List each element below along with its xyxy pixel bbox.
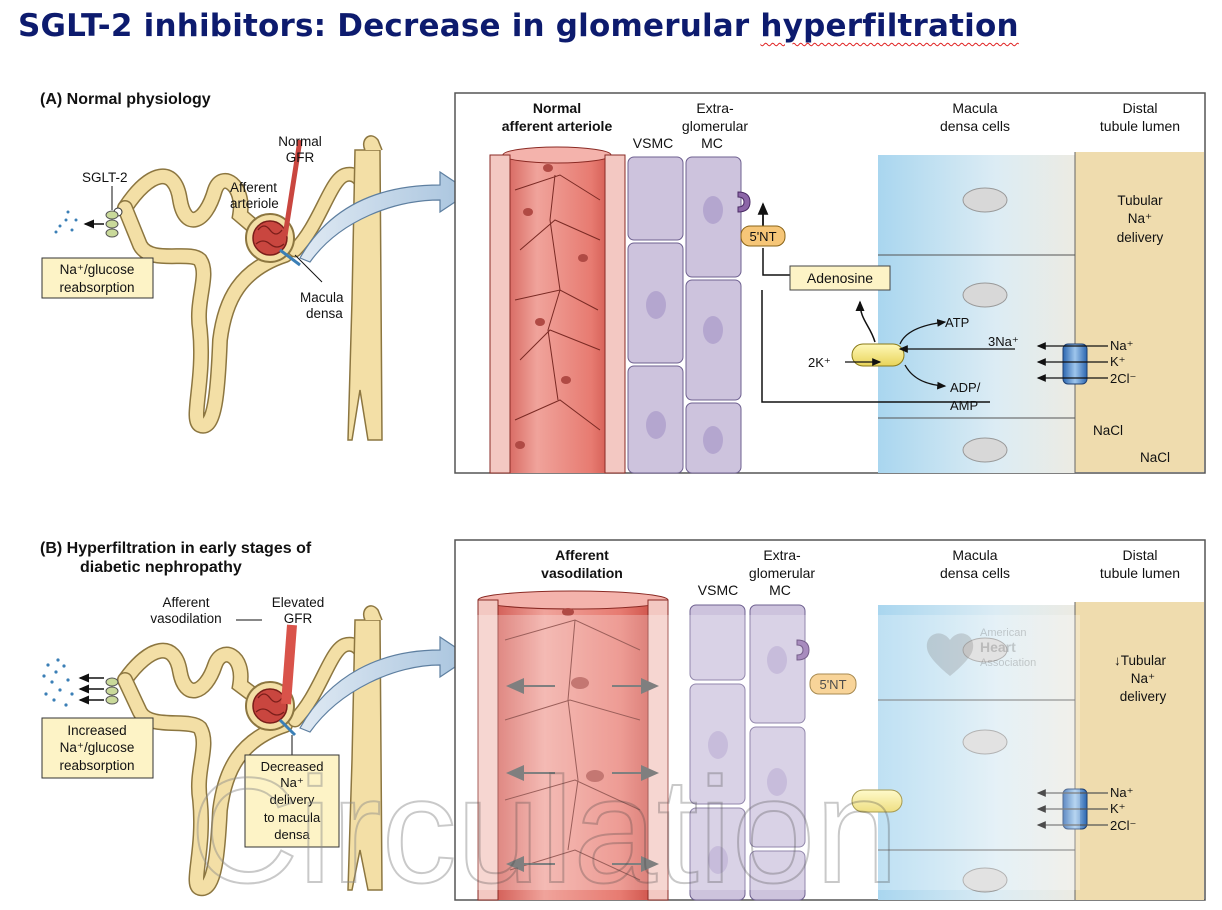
- label-reabsorption-a: Na⁺/glucose: [60, 262, 135, 277]
- header-b-mc: MC: [769, 582, 791, 598]
- label-na-a: Na⁺: [1110, 338, 1133, 353]
- label-adp: ADP/: [950, 380, 981, 395]
- callout-reabsorption-b: [41, 717, 154, 779]
- label-afferent-vasodilation-2: vasodilation: [150, 611, 221, 626]
- title-underlined-word: hyperfiltration: [760, 8, 1019, 44]
- label-decreased-na-3: delivery: [270, 792, 315, 807]
- label-k-a: K⁺: [1110, 354, 1126, 369]
- label-decreased-na: Decreased: [261, 759, 324, 774]
- watermark-text: Circulation: [190, 746, 899, 910]
- label-tubular-a: Tubular: [1117, 193, 1163, 208]
- label-decreased-na-5: densa: [274, 827, 310, 842]
- header-b-vsmc: VSMC: [698, 582, 738, 598]
- header-a-col3: Macula: [952, 100, 997, 116]
- label-reabsorption-a-2: reabsorption: [59, 280, 134, 295]
- header-b-col4-2: tubule lumen: [1100, 565, 1180, 581]
- header-a-col4-2: tubule lumen: [1100, 118, 1180, 134]
- label-tubular-a-2: Na⁺: [1128, 211, 1152, 226]
- label-macula-densa-2: densa: [306, 306, 343, 321]
- label-cl-b: 2Cl⁻: [1110, 818, 1136, 833]
- label-amp: AMP: [950, 398, 978, 413]
- header-a-mc: MC: [701, 135, 723, 151]
- header-a-col2-2: glomerular: [682, 118, 748, 134]
- label-tubular-b-2: Na⁺: [1131, 671, 1155, 686]
- label-5nt-a: 5'NT: [749, 229, 776, 244]
- header-a-col2: Extra-: [696, 100, 734, 116]
- panel-a-heading: (A) Normal physiology: [40, 91, 211, 108]
- header-b-col2: Extra-: [763, 547, 801, 563]
- callout-decreased-na: [244, 754, 340, 848]
- header-b-col4: Distal: [1122, 547, 1157, 563]
- header-a-col4: Distal: [1122, 100, 1157, 116]
- header-a-vsmc: VSMC: [633, 135, 673, 151]
- label-decreased-na-4: to macula: [264, 810, 321, 825]
- svg-text:Heart: Heart: [980, 639, 1016, 655]
- label-atp: ATP: [945, 315, 969, 330]
- watermark: Circulation American Heart Association: [189, 615, 1080, 910]
- label-tubular-a-3: delivery: [1117, 230, 1164, 245]
- svg-text:Association: Association: [980, 657, 1036, 669]
- header-b-col3-2: densa cells: [940, 565, 1010, 581]
- label-macula-densa: Macula: [300, 290, 344, 305]
- callout-reabsorption-a: [41, 257, 154, 299]
- label-cl-a: 2Cl⁻: [1110, 371, 1136, 386]
- label-sglt2: SGLT-2: [82, 170, 128, 185]
- label-normal-gfr: Normal: [278, 134, 322, 149]
- label-elevated-gfr: Elevated: [272, 595, 325, 610]
- header-b-col1: Afferent: [555, 547, 609, 563]
- label-afferent-arteriole-2: arteriole: [230, 196, 279, 211]
- panel-b-heading: (B) Hyperfiltration in early stages of: [40, 540, 312, 557]
- label-nacl-1: NaCl: [1093, 423, 1123, 438]
- header-b-col2-2: glomerular: [749, 565, 815, 581]
- label-2k: 2K⁺: [808, 355, 831, 370]
- label-normal-gfr-2: GFR: [286, 150, 315, 165]
- panel-b-heading-2: diabetic nephropathy: [80, 559, 242, 576]
- label-afferent-vasodilation: Afferent: [162, 595, 209, 610]
- label-decreased-na-2: Na⁺: [280, 775, 303, 790]
- label-reabsorption-b: Increased: [67, 723, 126, 738]
- header-b-col1-2: vasodilation: [541, 565, 623, 581]
- label-elevated-gfr-2: GFR: [284, 611, 313, 626]
- header-a-col3-2: densa cells: [940, 118, 1010, 134]
- label-k-b: K⁺: [1110, 801, 1126, 816]
- label-5nt-b: 5'NT: [819, 677, 846, 692]
- label-afferent-arteriole: Afferent: [230, 180, 277, 195]
- header-a-col1: Normal: [533, 100, 581, 116]
- aha-logo: American Heart Association: [926, 627, 1036, 676]
- label-reabsorption-b-2: Na⁺/glucose: [60, 740, 135, 755]
- sglt2-transporter-b: [42, 658, 119, 707]
- header-a-col1-2: afferent arteriole: [502, 118, 613, 134]
- label-reabsorption-b-3: reabsorption: [59, 758, 134, 773]
- label-tubular-b: ↓Tubular: [1114, 653, 1167, 668]
- panel-a-zoom-box: 5'NT Adenosine ATP 3Na⁺ 2K⁺ ADP/ AMP Na⁺…: [454, 92, 1206, 474]
- label-tubular-b-3: delivery: [1120, 689, 1167, 704]
- panel-b-zoom-box: 5'NT Na⁺ K⁺ 2Cl⁻ ↓Tubular Na⁺ delivery A…: [454, 539, 1206, 901]
- nephron-a: [113, 135, 383, 441]
- sglt2-transporter: [54, 210, 119, 238]
- label-nacl-2: NaCl: [1140, 450, 1170, 465]
- title-text: SGLT-2 inhibitors: Decrease in glomerula…: [18, 8, 761, 44]
- label-adenosine: Adenosine: [807, 270, 873, 286]
- slide-title: SGLT-2 inhibitors: Decrease in glomerula…: [18, 8, 1019, 44]
- header-b-col3: Macula: [952, 547, 997, 563]
- label-3na: 3Na⁺: [988, 334, 1019, 349]
- label-na-b: Na⁺: [1110, 785, 1133, 800]
- svg-text:American: American: [980, 627, 1026, 639]
